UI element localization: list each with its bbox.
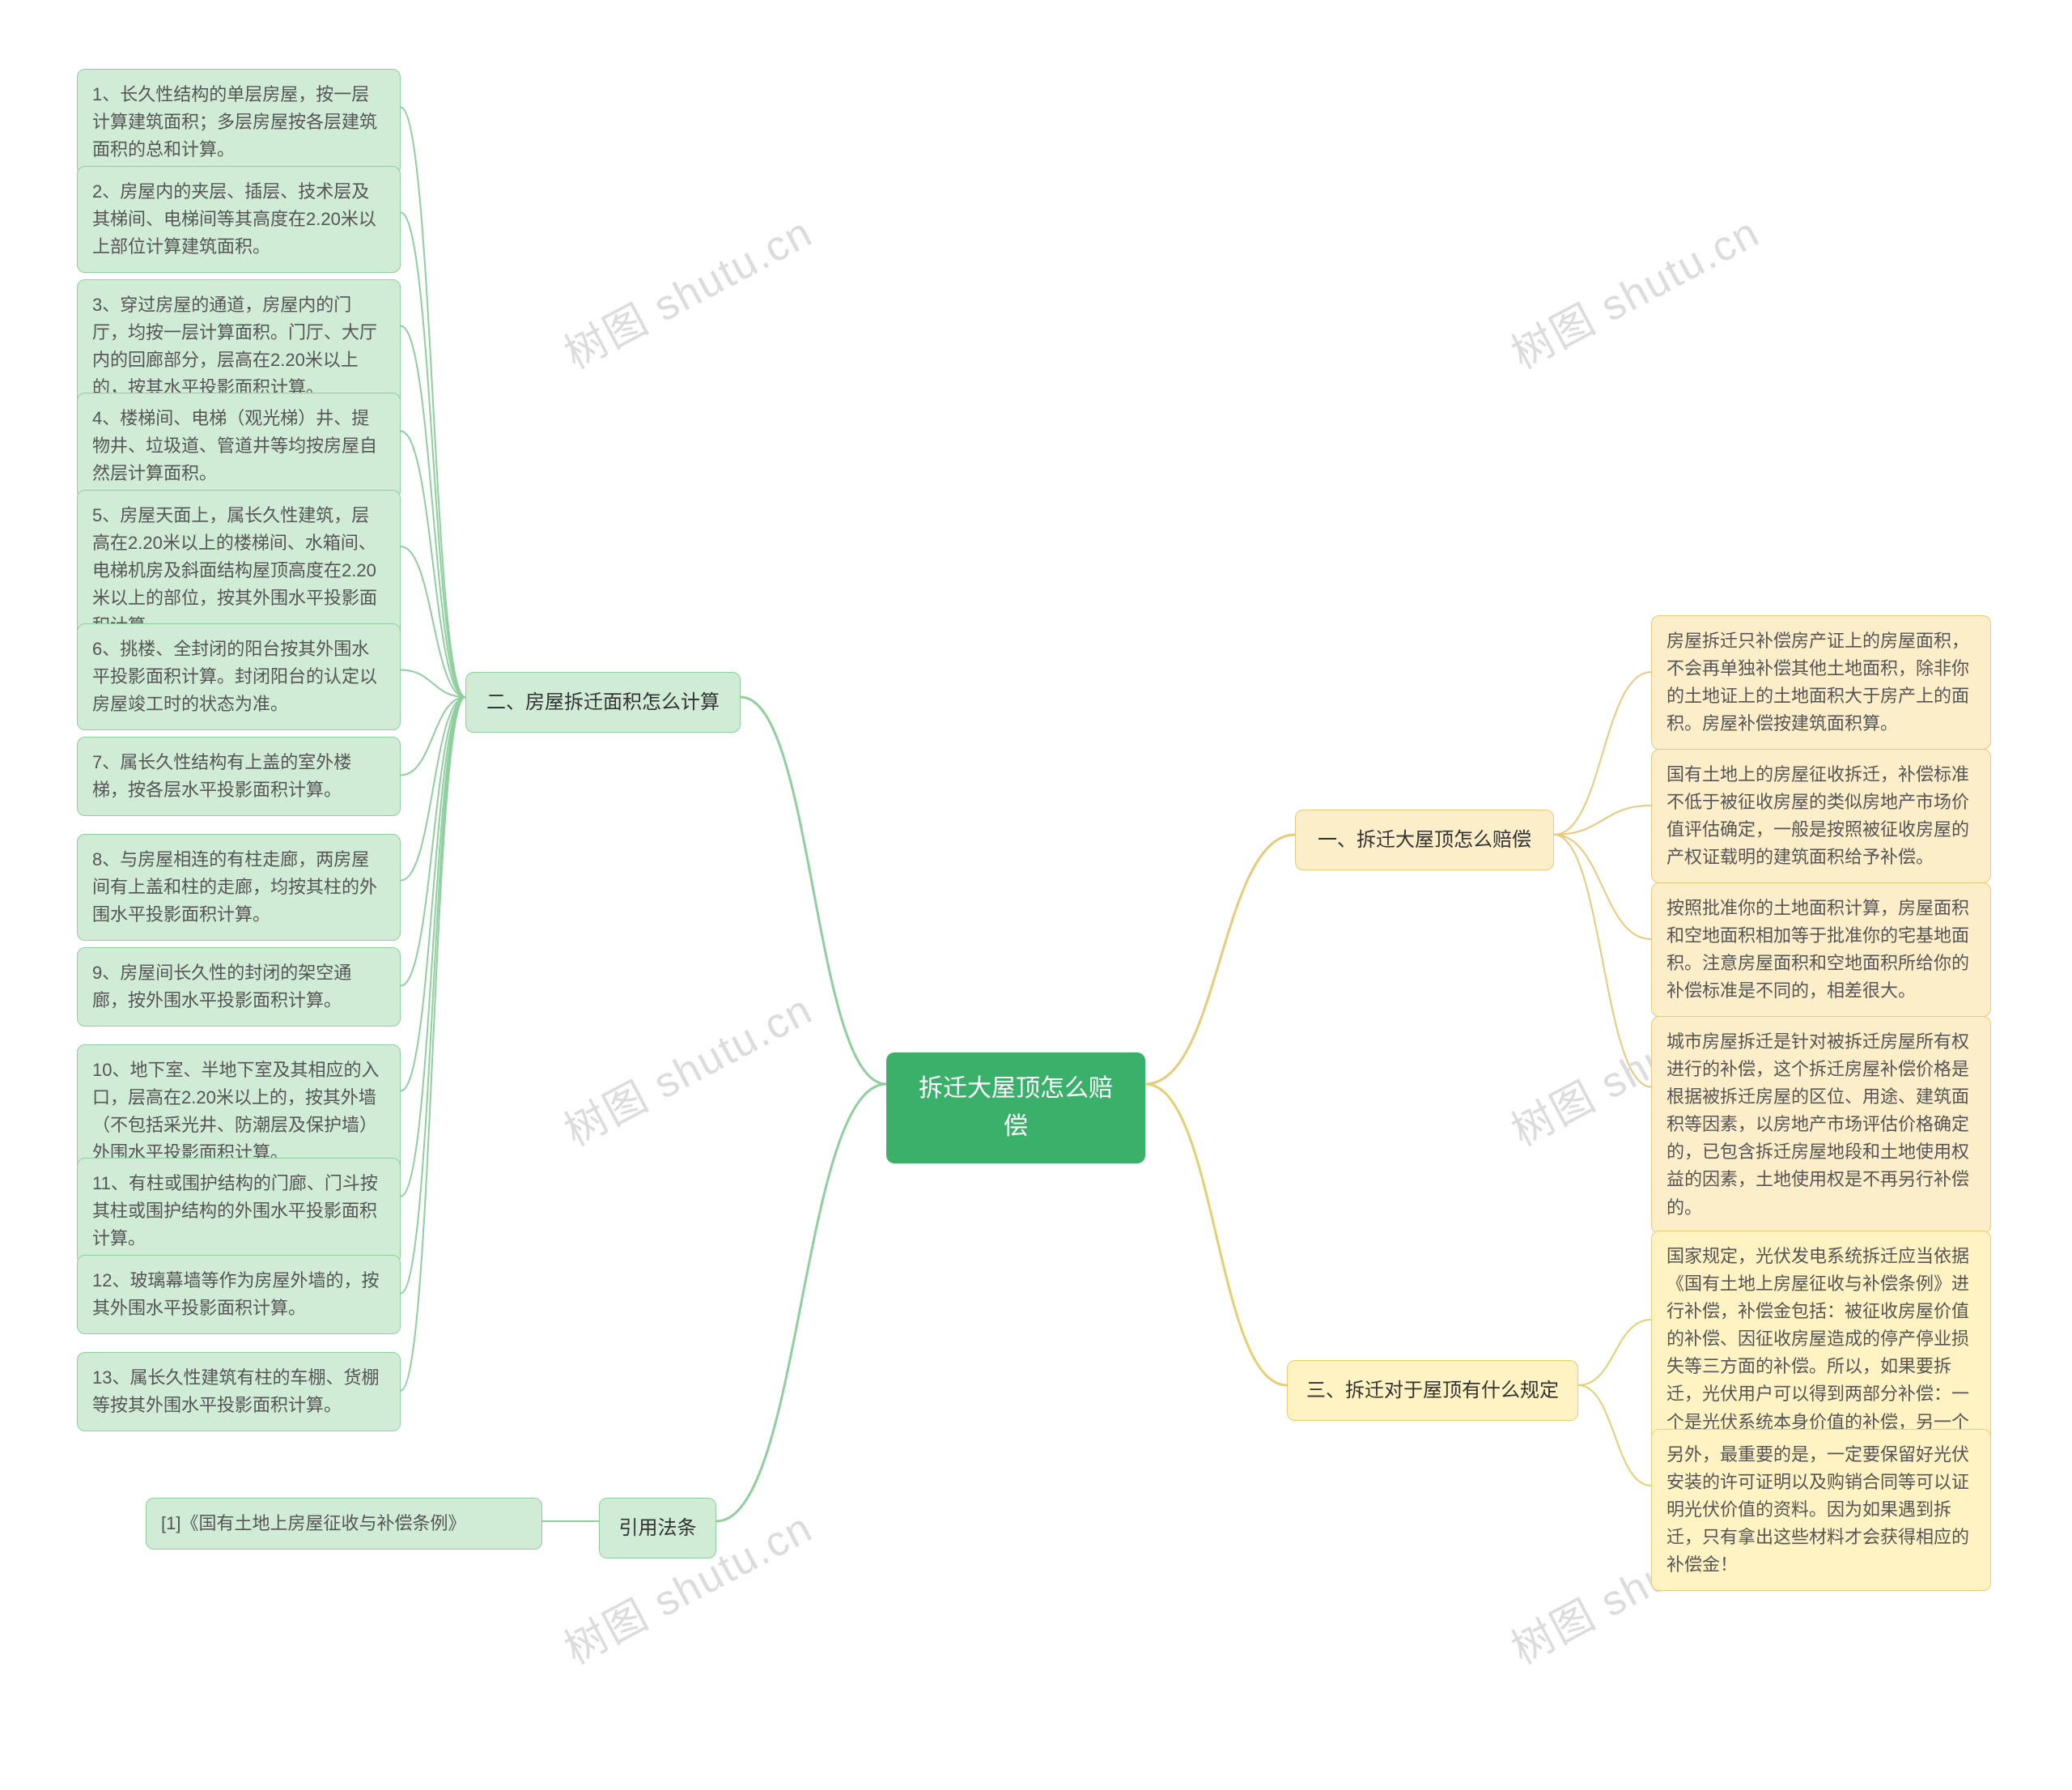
leaf-text: 1、长久性结构的单层房屋，按一层计算建筑面积；多层房屋按各层建筑面积的总和计算。 [92, 84, 377, 159]
leaf-node: 房屋拆迁只补偿房产证上的房屋面积，不会再单独补偿其他土地面积，除非你的土地证上的… [1651, 615, 1991, 750]
leaf-node: 国有土地上的房屋征收拆迁，补偿标准不低于被征收房屋的类似房地产市场价值评估确定，… [1651, 749, 1991, 883]
leaf-text: 13、属长久性建筑有柱的车棚、货棚等按其外围水平投影面积计算。 [92, 1367, 379, 1415]
leaf-text: 房屋拆迁只补偿房产证上的房屋面积，不会再单独补偿其他土地面积，除非你的土地证上的… [1667, 631, 1969, 733]
leaf-node: 4、楼梯间、电梯（观光梯）井、提物井、垃圾道、管道井等均按房屋自然层计算面积。 [77, 393, 401, 500]
branch-b4: 引用法条 [599, 1498, 716, 1558]
root-node: 拆迁大屋顶怎么赔偿 [886, 1052, 1145, 1163]
branch-b2: 二、房屋拆迁面积怎么计算 [465, 672, 741, 733]
leaf-node: 7、属长久性结构有上盖的室外楼梯，按各层水平投影面积计算。 [77, 737, 401, 816]
leaf-text: 5、房屋天面上，属长久性建筑，层高在2.20米以上的楼梯间、水箱间、电梯机房及斜… [92, 505, 377, 636]
leaf-text: 按照批准你的土地面积计算，房屋面积和空地面积相加等于批准你的宅基地面积。注意房屋… [1667, 898, 1969, 1001]
leaf-node: 2、房屋内的夹层、插层、技术层及其梯间、电梯间等其高度在2.20米以上部位计算建… [77, 166, 401, 273]
leaf-node: 9、房屋间长久性的封闭的架空通廊，按外围水平投影面积计算。 [77, 947, 401, 1027]
leaf-text: 6、挑楼、全封闭的阳台按其外围水平投影面积计算。封闭阳台的认定以房屋竣工时的状态… [92, 639, 377, 714]
leaf-text: 9、房屋间长久性的封闭的架空通廊，按外围水平投影面积计算。 [92, 963, 351, 1010]
branch-b3: 三、拆迁对于屋顶有什么规定 [1287, 1360, 1578, 1421]
branch-b1: 一、拆迁大屋顶怎么赔偿 [1295, 810, 1554, 870]
leaf-text: 7、属长久性结构有上盖的室外楼梯，按各层水平投影面积计算。 [92, 752, 351, 800]
leaf-text: 12、玻璃幕墙等作为房屋外墙的，按其外围水平投影面积计算。 [92, 1270, 379, 1318]
leaf-node: 城市房屋拆迁是针对被拆迁房屋所有权进行的补偿，这个拆迁房屋补偿价格是根据被拆迁房… [1651, 1016, 1991, 1234]
leaf-text: 3、穿过房屋的通道，房屋内的门厅，均按一层计算面积。门厅、大厅内的回廊部分，层高… [92, 295, 377, 398]
watermark: 树图 shutu.cn [552, 198, 822, 380]
leaf-node: 另外，最重要的是，一定要保留好光伏安装的许可证明以及购销合同等可以证明光伏价值的… [1651, 1429, 1991, 1591]
branch-label: 引用法条 [619, 1517, 697, 1539]
leaf-text: 8、与房屋相连的有柱走廊，两房屋间有上盖和柱的走廊，均按其柱的外围水平投影面积计… [92, 849, 377, 925]
leaf-text: 11、有柱或围护结构的门廊、门斗按其柱或围护结构的外围水平投影面积计算。 [92, 1173, 378, 1248]
leaf-text: 城市房屋拆迁是针对被拆迁房屋所有权进行的补偿，这个拆迁房屋补偿价格是根据被拆迁房… [1667, 1031, 1969, 1218]
leaf-node: 1、长久性结构的单层房屋，按一层计算建筑面积；多层房屋按各层建筑面积的总和计算。 [77, 69, 401, 176]
leaf-text: 国有土地上的房屋征收拆迁，补偿标准不低于被征收房屋的类似房地产市场价值评估确定，… [1667, 764, 1969, 867]
watermark: 树图 shutu.cn [1499, 198, 1768, 380]
leaf-node: 8、与房屋相连的有柱走廊，两房屋间有上盖和柱的走廊，均按其柱的外围水平投影面积计… [77, 834, 401, 941]
leaf-node: [1]《国有土地上房屋征收与补偿条例》 [146, 1498, 542, 1550]
leaf-text: 国家规定，光伏发电系统拆迁应当依据《国有土地上房屋征收与补偿条例》进行补偿，补偿… [1667, 1246, 1969, 1460]
leaf-text: 另外，最重要的是，一定要保留好光伏安装的许可证明以及购销合同等可以证明光伏价值的… [1667, 1444, 1969, 1575]
leaf-text: 4、楼梯间、电梯（观光梯）井、提物井、垃圾道、管道井等均按房屋自然层计算面积。 [92, 408, 377, 483]
leaf-text: 2、房屋内的夹层、插层、技术层及其梯间、电梯间等其高度在2.20米以上部位计算建… [92, 181, 376, 257]
branch-label: 三、拆迁对于屋顶有什么规定 [1306, 1380, 1559, 1401]
branch-label: 一、拆迁大屋顶怎么赔偿 [1318, 829, 1531, 851]
leaf-node: 11、有柱或围护结构的门廊、门斗按其柱或围护结构的外围水平投影面积计算。 [77, 1158, 401, 1265]
leaf-node: 13、属长久性建筑有柱的车棚、货棚等按其外围水平投影面积计算。 [77, 1352, 401, 1431]
watermark: 树图 shutu.cn [552, 976, 822, 1157]
leaf-node: 6、挑楼、全封闭的阳台按其外围水平投影面积计算。封闭阳台的认定以房屋竣工时的状态… [77, 623, 401, 730]
branch-label: 二、房屋拆迁面积怎么计算 [486, 691, 720, 713]
leaf-text: 10、地下室、半地下室及其相应的入口，层高在2.20米以上的，按其外墙（不包括采… [92, 1060, 379, 1163]
root-label: 拆迁大屋顶怎么赔偿 [919, 1075, 1113, 1140]
leaf-text: [1]《国有土地上房屋征收与补偿条例》 [161, 1513, 465, 1533]
leaf-node: 按照批准你的土地面积计算，房屋面积和空地面积相加等于批准你的宅基地面积。注意房屋… [1651, 882, 1991, 1017]
leaf-node: 12、玻璃幕墙等作为房屋外墙的，按其外围水平投影面积计算。 [77, 1255, 401, 1334]
